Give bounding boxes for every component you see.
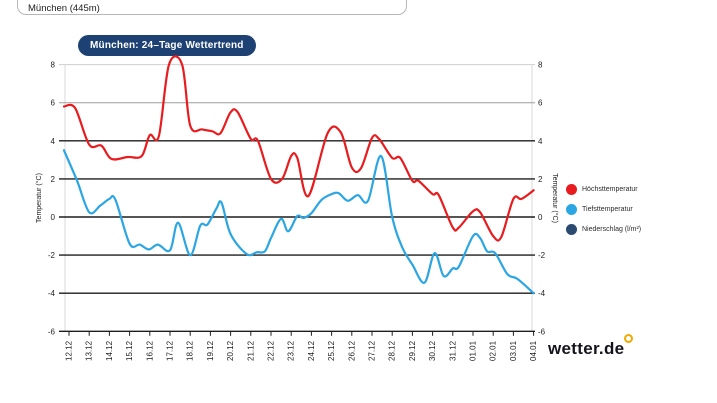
y-tick-label-left: 4 bbox=[51, 137, 56, 146]
chart-legend: Höchsttemperatur Tiefsttemperatur Nieder… bbox=[566, 184, 641, 244]
location-input[interactable]: München (445m) bbox=[17, 0, 407, 15]
y-tick-label-right: 4 bbox=[538, 137, 543, 146]
x-tick-label: 01.01 bbox=[469, 340, 478, 361]
y-tick-label-left: -4 bbox=[48, 289, 56, 298]
max-temp-dot-icon bbox=[566, 184, 577, 195]
logo-text: wetter.de bbox=[548, 339, 625, 358]
y-tick-label-left: -2 bbox=[48, 251, 56, 260]
x-tick-label: 14.12 bbox=[105, 340, 114, 361]
x-tick-label: 19.12 bbox=[206, 340, 215, 361]
x-tick-label: 26.12 bbox=[347, 340, 356, 361]
x-tick-label: 18.12 bbox=[186, 340, 195, 361]
x-tick-label: 04.01 bbox=[529, 340, 538, 361]
y-tick-label-left: 8 bbox=[51, 61, 56, 70]
min-temp-dot-icon bbox=[566, 204, 577, 215]
y-tick-label-left: -6 bbox=[48, 327, 56, 336]
x-tick-label: 24.12 bbox=[307, 340, 316, 361]
precipitation-dot-icon bbox=[566, 224, 577, 235]
legend-label: Höchsttemperatur bbox=[582, 186, 638, 193]
x-tick-label: 27.12 bbox=[368, 340, 377, 361]
legend-item-hoechsttemperatur: Höchsttemperatur bbox=[566, 184, 641, 195]
y-tick-label-right: 6 bbox=[538, 99, 543, 108]
x-tick-label: 31.12 bbox=[448, 340, 457, 361]
y-tick-label-right: 0 bbox=[538, 213, 543, 222]
x-tick-label: 17.12 bbox=[166, 340, 175, 361]
x-tick-label: 03.01 bbox=[509, 340, 518, 361]
y-tick-label-right: 2 bbox=[538, 175, 543, 184]
y-tick-label-right: 8 bbox=[538, 61, 543, 70]
x-tick-label: 13.12 bbox=[85, 340, 94, 361]
series-path-hoechsttemperatur bbox=[62, 55, 535, 242]
y-tick-label-left: 2 bbox=[51, 175, 56, 184]
chart-title: München: 24–Tage Wettertrend bbox=[90, 40, 244, 51]
x-tick-label: 02.01 bbox=[489, 340, 498, 361]
x-tick-label: 29.12 bbox=[408, 340, 417, 361]
series-path-tiefsttemperatur bbox=[62, 149, 535, 295]
x-tick-label: 28.12 bbox=[388, 340, 397, 361]
legend-item-tiefsttemperatur: Tiefsttemperatur bbox=[566, 204, 641, 215]
y-tick-label-right: -4 bbox=[538, 289, 546, 298]
x-tick-label: 16.12 bbox=[145, 340, 154, 361]
x-tick-label: 22.12 bbox=[267, 340, 276, 361]
sun-ring-icon bbox=[624, 334, 633, 343]
y-tick-label-right: -6 bbox=[538, 327, 546, 336]
x-tick-label: 23.12 bbox=[287, 340, 296, 361]
y-tick-label-left: 0 bbox=[51, 213, 56, 222]
x-tick-label: 25.12 bbox=[327, 340, 336, 361]
wetter-de-logo: wetter.de bbox=[548, 334, 633, 359]
legend-item-niederschlag: Niederschlag (l/m²) bbox=[566, 224, 641, 235]
y-axis-title-left: Temperatur (°C) bbox=[35, 173, 43, 223]
y-tick-label-left: 6 bbox=[51, 99, 56, 108]
legend-label: Niederschlag (l/m²) bbox=[582, 226, 642, 233]
x-tick-label: 12.12 bbox=[65, 340, 74, 361]
x-tick-label: 15.12 bbox=[125, 340, 134, 361]
y-tick-label-right: -2 bbox=[538, 251, 546, 260]
location-label: München (445m) bbox=[28, 3, 100, 14]
y-axis-title-right: Temperatur (°C) bbox=[551, 173, 559, 223]
x-tick-label: 21.12 bbox=[246, 340, 255, 361]
x-tick-label: 30.12 bbox=[428, 340, 437, 361]
chart-title-badge: München: 24–Tage Wettertrend bbox=[78, 35, 256, 56]
legend-label: Tiefsttemperatur bbox=[582, 206, 633, 213]
x-tick-label: 20.12 bbox=[226, 340, 235, 361]
